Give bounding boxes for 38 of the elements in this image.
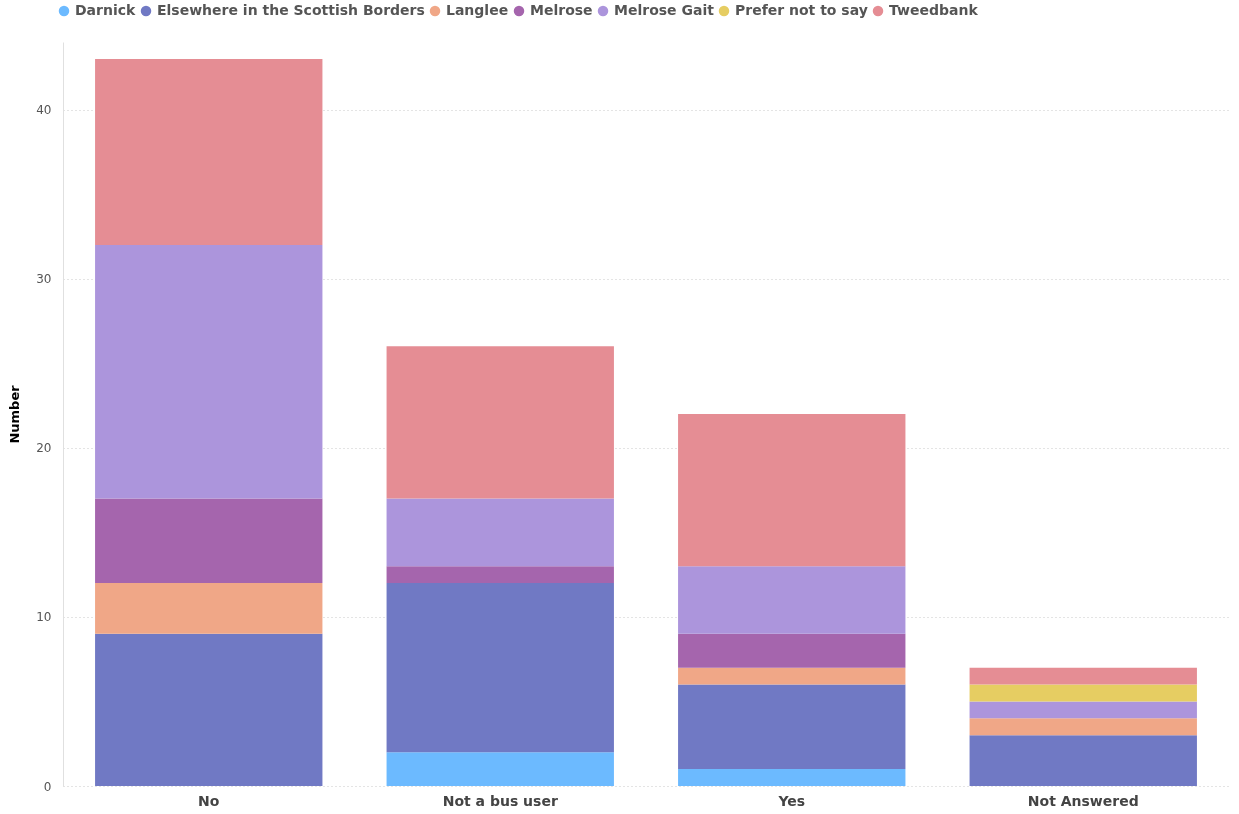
bar: [969, 735, 1197, 786]
legend-label: Langlee: [446, 2, 509, 18]
bar: [95, 58, 323, 245]
bar: [95, 498, 323, 584]
bar: [969, 684, 1197, 702]
y-tick-label: 30: [36, 272, 52, 287]
bar: [678, 769, 906, 786]
legend-label: Prefer not to say: [735, 2, 868, 18]
legend-label: Melrose Gait: [614, 2, 715, 18]
bar: [386, 583, 614, 753]
x-tick-label: No: [198, 792, 220, 809]
y-tick-label: 40: [36, 103, 52, 118]
y-tick-label: 20: [36, 441, 52, 456]
x-tick-label: Yes: [777, 792, 806, 809]
y-axis-title: Number: [7, 384, 23, 444]
legend-label: Elsewhere in the Scottish Borders: [157, 2, 425, 18]
bar: [95, 244, 323, 499]
bar: [678, 684, 906, 770]
bar: [386, 498, 614, 567]
bar: [95, 633, 323, 786]
x-tick-label: Not a bus user: [442, 792, 558, 809]
y-tick-label: 10: [36, 610, 52, 625]
legend-label: Darnick: [75, 2, 137, 18]
bar: [678, 667, 906, 685]
bar: [386, 752, 614, 786]
bar: [969, 701, 1197, 719]
bar: [678, 414, 906, 567]
bar: [678, 633, 906, 668]
bar: [386, 346, 614, 499]
x-tick-label: Not Answered: [1027, 792, 1139, 809]
bar: [969, 718, 1197, 736]
bar: [969, 667, 1197, 685]
legend-label: Tweedbank: [889, 2, 979, 18]
bar: [386, 566, 614, 584]
legend-label: Melrose: [530, 2, 593, 18]
bar: [95, 583, 323, 634]
y-tick-label: 0: [43, 779, 52, 794]
bar: [678, 566, 906, 634]
